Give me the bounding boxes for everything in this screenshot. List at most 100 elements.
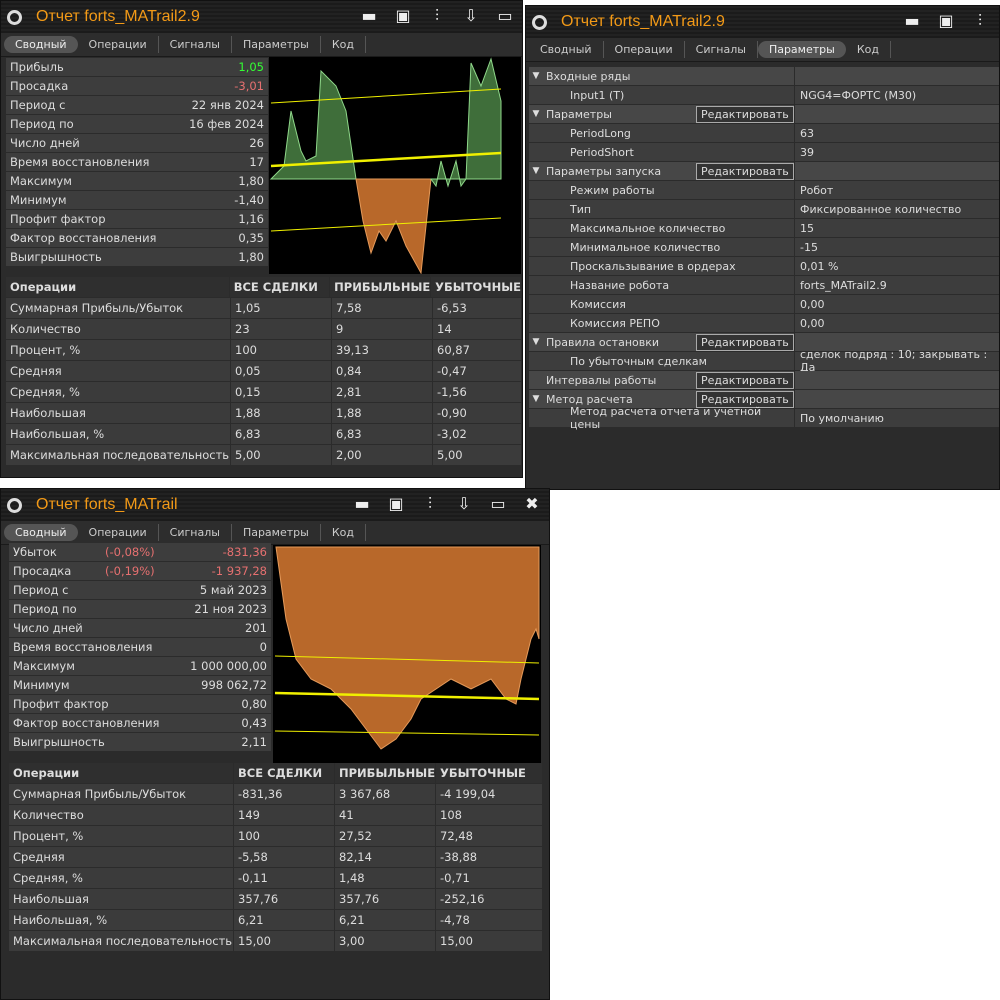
- collapse-triangle-icon[interactable]: ▼: [532, 109, 540, 119]
- edit-button[interactable]: Редактировать: [696, 372, 794, 389]
- table-cell: 5,00: [433, 445, 522, 465]
- property-name: Комиссия: [570, 297, 626, 311]
- stat-label: Период по: [13, 602, 77, 616]
- save-icon[interactable]: ▣: [395, 6, 411, 25]
- tab-4[interactable]: Код: [846, 41, 891, 58]
- property-value: 0,00: [794, 314, 999, 332]
- download-arrow-icon[interactable]: ⇩: [464, 6, 478, 25]
- table-cell: Количество: [9, 805, 234, 825]
- tab-0[interactable]: Сводный: [4, 524, 78, 541]
- edit-button[interactable]: Редактировать: [696, 106, 794, 123]
- chart-icon[interactable]: ⫶: [977, 11, 982, 30]
- tab-2[interactable]: Сигналы: [159, 36, 232, 53]
- property-name: Название робота: [570, 278, 670, 292]
- table-cell: 60,87: [433, 340, 522, 360]
- tab-1[interactable]: Операции: [78, 524, 159, 541]
- table-row: Количество 23 9 14: [6, 319, 522, 340]
- property-row: Режим работы Робот: [529, 181, 999, 200]
- property-group: ▼ Правила остановки Редактировать: [529, 333, 999, 352]
- collapse-triangle-icon[interactable]: ▼: [532, 166, 540, 176]
- table-cell: 72,48: [436, 826, 543, 846]
- tab-1[interactable]: Операции: [604, 41, 685, 58]
- property-value: 63: [794, 124, 999, 142]
- table-cell: УБЫТОЧНЫЕ: [436, 763, 543, 783]
- tab-0[interactable]: Сводный: [529, 41, 604, 58]
- stat-value: 0,43: [241, 716, 267, 730]
- trend-line-mid: [274, 691, 540, 701]
- circle-icon[interactable]: [7, 497, 22, 513]
- save-icon[interactable]: ▣: [938, 11, 954, 30]
- circle-icon[interactable]: [532, 14, 547, 30]
- table-cell: 41: [335, 805, 436, 825]
- property-value: По умолчанию: [794, 409, 999, 427]
- tab-0[interactable]: Сводный: [4, 36, 78, 53]
- tab-2[interactable]: Сигналы: [159, 524, 232, 541]
- stat-row: Фактор восстановления 0,35: [6, 229, 268, 248]
- property-group: ▼ Входные ряды: [529, 67, 999, 86]
- stat-value: 1 000 000,00: [190, 659, 267, 673]
- summary-stats: Убыток (-0,08%) -831,36 Просадка (-0,19%) -1 …: [9, 543, 271, 752]
- table-cell: 2,81: [332, 382, 433, 402]
- tab-4[interactable]: Код: [321, 36, 366, 53]
- property-key: ▼ Метод расчета Редактировать: [529, 390, 794, 408]
- profit-area: [430, 57, 502, 188]
- report-window-2: Отчет forts_MATrail2.9 ▬ ▣ ⫶ Сводный Операц…: [525, 5, 1000, 490]
- edit-button[interactable]: Редактировать: [696, 163, 794, 180]
- table-cell: 7,58: [332, 298, 433, 318]
- table-cell: ВСЕ СДЕЛКИ: [230, 277, 331, 297]
- property-value: [794, 333, 999, 351]
- edit-button[interactable]: Редактировать: [696, 391, 794, 408]
- table-cell: -38,88: [436, 847, 543, 867]
- stat-label: Минимум: [10, 193, 67, 207]
- title-bar[interactable]: Отчет forts_MATrail2.9 ▬ ▣ ⫶ ⇩ ▭: [1, 1, 522, 33]
- table-cell: 15,00: [234, 931, 335, 951]
- table-cell: ВСЕ СДЕЛКИ: [234, 763, 335, 783]
- table-cell: 6,21: [234, 910, 335, 930]
- table-cell: 3 367,68: [335, 784, 436, 804]
- folder-icon[interactable]: ▬: [904, 11, 920, 30]
- property-row: PeriodShort 39: [529, 143, 999, 162]
- table-cell: -0,90: [433, 403, 522, 423]
- tab-1[interactable]: Операции: [78, 36, 159, 53]
- stat-row: Прибыль 1,05: [6, 58, 268, 77]
- property-value: NGG4=ФОРТС (M30): [794, 86, 999, 104]
- stat-value: 1,16: [238, 212, 264, 226]
- property-name: Метод расчета отчета и учетной цены: [570, 405, 762, 431]
- property-name: Входные ряды: [546, 69, 631, 83]
- minimize-icon[interactable]: ▭: [490, 494, 506, 513]
- minimize-icon[interactable]: ▭: [497, 6, 513, 25]
- tab-3[interactable]: Параметры: [232, 524, 321, 541]
- table-cell: -0,11: [234, 868, 335, 888]
- chart-icon[interactable]: ⫶: [434, 6, 439, 25]
- collapse-triangle-icon[interactable]: ▼: [532, 71, 540, 81]
- property-value: Робот: [794, 181, 999, 199]
- circle-icon[interactable]: [7, 9, 22, 25]
- title-bar[interactable]: Отчет forts_MATrail2.9 ▬ ▣ ⫶: [526, 6, 999, 38]
- tab-3[interactable]: Параметры: [757, 41, 846, 58]
- tab-4[interactable]: Код: [321, 524, 366, 541]
- property-key: Комиссия РЕПО: [529, 314, 794, 332]
- close-icon[interactable]: ✖: [525, 494, 539, 513]
- property-value: 0,01 %: [794, 257, 999, 275]
- edit-button[interactable]: Редактировать: [696, 334, 794, 351]
- folder-icon[interactable]: ▬: [361, 6, 377, 25]
- property-row: Input1 (T) NGG4=ФОРТС (M30): [529, 86, 999, 105]
- save-icon[interactable]: ▣: [388, 494, 404, 513]
- stat-label: Фактор восстановления: [10, 231, 157, 245]
- property-value: 15: [794, 219, 999, 237]
- tab-2[interactable]: Сигналы: [685, 41, 758, 58]
- stat-row: Максимум 1 000 000,00: [9, 657, 271, 676]
- stat-row: Минимум -1,40: [6, 191, 268, 210]
- property-row: Метод расчета отчета и учетной цены По ум…: [529, 405, 999, 431]
- tab-bar: Сводный Операции Сигналы Параметры Код: [1, 521, 549, 545]
- collapse-triangle-icon[interactable]: ▼: [532, 337, 540, 347]
- folder-icon[interactable]: ▬: [354, 494, 370, 513]
- stat-value: 2,11: [241, 735, 267, 749]
- chart-icon[interactable]: ⫶: [427, 494, 432, 513]
- tab-3[interactable]: Параметры: [232, 36, 321, 53]
- property-value: Фиксированное количество: [794, 200, 999, 218]
- download-arrow-icon[interactable]: ⇩: [457, 494, 471, 513]
- equity-chart: [273, 545, 541, 763]
- collapse-triangle-icon[interactable]: ▼: [532, 394, 540, 404]
- title-bar[interactable]: Отчет forts_MATrail ▬ ▣ ⫶ ⇩ ▭ ✖: [1, 489, 549, 521]
